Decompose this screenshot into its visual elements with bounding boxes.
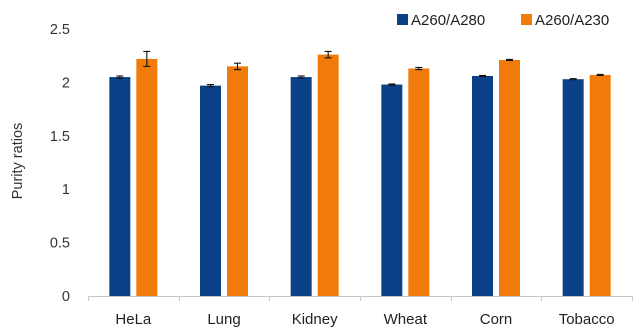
legend-swatch xyxy=(521,14,532,25)
y-tick-label: 1 xyxy=(62,182,70,198)
error-bar xyxy=(116,75,124,79)
x-category-label: Lung xyxy=(207,311,240,328)
x-category-label: Corn xyxy=(480,311,513,328)
x-category-label: HeLa xyxy=(115,311,152,328)
bar-a260-a230-wheat xyxy=(408,68,430,297)
y-tick-label: 0.5 xyxy=(50,236,70,252)
error-bar xyxy=(569,78,577,81)
error-bar xyxy=(596,73,604,77)
legend-label: A260/A280 xyxy=(411,12,485,29)
x-category-label: Tobacco xyxy=(559,311,615,328)
bar-a260-a230-corn xyxy=(499,59,520,296)
y-tick-label: 2 xyxy=(62,75,70,91)
error-bar xyxy=(297,75,305,79)
error-bar xyxy=(234,62,241,71)
y-axis-title: Purity ratios xyxy=(10,123,26,200)
y-tick-label: 0 xyxy=(62,289,70,305)
bar-a260-a230-kidney xyxy=(317,54,339,296)
bar-a260-a230-hela xyxy=(136,58,158,297)
error-bar xyxy=(506,58,513,62)
bar-a260-a230-lung xyxy=(227,66,248,296)
error-bar xyxy=(479,74,486,78)
error-bar xyxy=(143,50,151,67)
bar-a260-a230-tobacco xyxy=(589,74,611,296)
error-bar xyxy=(207,83,214,88)
bar-a260-a280-corn xyxy=(472,75,493,296)
bar-a260-a280-tobacco xyxy=(562,79,584,296)
legend-swatch xyxy=(397,14,408,25)
bar-a260-a280-hela xyxy=(109,77,131,296)
error-bar xyxy=(415,66,423,71)
bar-a260-a280-kidney xyxy=(290,77,312,296)
x-category-label: Wheat xyxy=(384,311,428,328)
error-bar xyxy=(324,50,332,59)
legend-label: A260/A230 xyxy=(535,12,609,29)
bar-a260-a280-lung xyxy=(200,85,221,296)
y-tick-label: 2.5 xyxy=(50,22,70,38)
y-tick-label: 1.5 xyxy=(50,129,70,145)
legend: A260/A280 A260/A230 xyxy=(397,12,609,29)
bar-a260-a280-wheat xyxy=(381,84,403,296)
error-bar xyxy=(388,83,396,86)
x-category-label: Kidney xyxy=(292,311,338,328)
